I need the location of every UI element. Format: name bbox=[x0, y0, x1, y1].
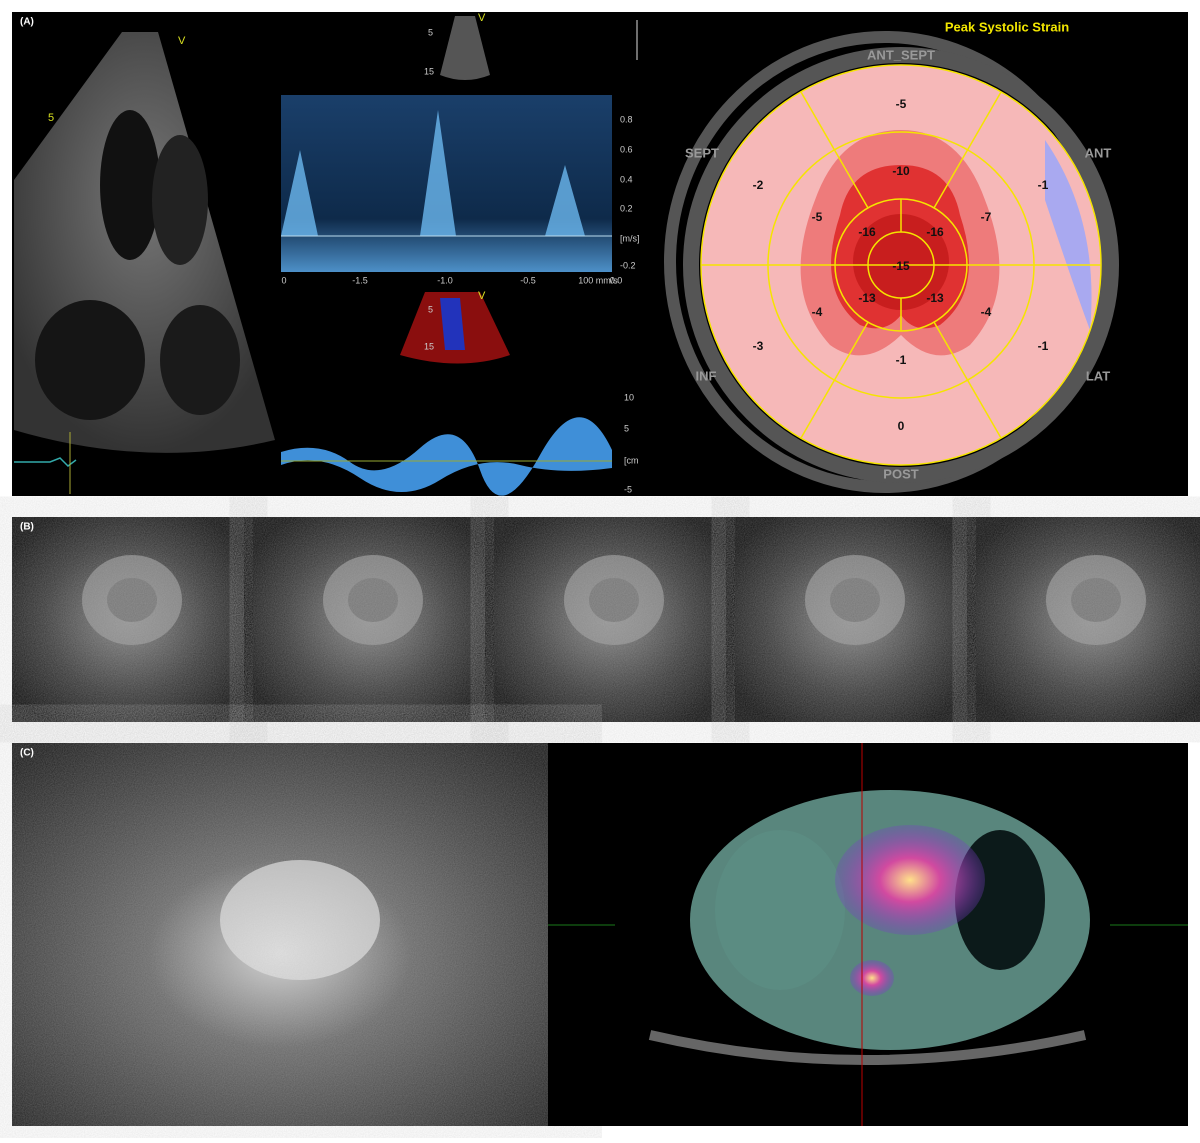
color-thumb-depth: 5 bbox=[428, 304, 433, 314]
mri-noise bbox=[253, 517, 485, 722]
echo-chamber bbox=[100, 110, 160, 260]
color-thumb-flow bbox=[440, 298, 465, 350]
doppler-x-tick: -1.0 bbox=[437, 275, 453, 285]
doppler-y-tick: 0.4 bbox=[620, 174, 633, 184]
strain-value: -2 bbox=[753, 178, 764, 192]
strain-value: -13 bbox=[858, 291, 876, 305]
echo-chamber bbox=[35, 300, 145, 420]
strain-value: -15 bbox=[892, 259, 910, 273]
doppler-y-tick: -0.2 bbox=[620, 260, 636, 270]
wall-label: SEPT bbox=[685, 145, 719, 160]
doppler-y-tick: 0.2 bbox=[620, 203, 633, 213]
doppler-x-tick: 0 bbox=[281, 275, 286, 285]
mri-noise bbox=[494, 517, 726, 722]
thumb-view: V bbox=[478, 12, 486, 24]
panel-label: (B) bbox=[20, 522, 34, 533]
heart-uptake bbox=[835, 825, 985, 935]
table bbox=[648, 1030, 1087, 1065]
doppler-x-tick: -1.5 bbox=[352, 275, 368, 285]
color-thumb-depth: 15 bbox=[424, 341, 434, 351]
doppler-x-tick: 100 mm/s bbox=[578, 275, 618, 285]
panel-label: (A) bbox=[20, 17, 34, 28]
strain-value: -5 bbox=[896, 97, 907, 111]
echo-view: V bbox=[178, 35, 186, 47]
strain-value: -1 bbox=[896, 353, 907, 367]
color-thumb-view: V bbox=[478, 290, 486, 302]
echo-chamber bbox=[152, 135, 208, 265]
ecg-trace bbox=[14, 457, 77, 467]
mri-noise bbox=[976, 517, 1200, 722]
mri-noise bbox=[735, 517, 967, 722]
strain-value: -13 bbox=[926, 291, 944, 305]
doppler-y-tick: 0.6 bbox=[620, 144, 633, 154]
wall-label: ANT_SEPT bbox=[867, 47, 935, 62]
tissue-doppler-trace bbox=[281, 417, 612, 496]
strain-value: -4 bbox=[812, 305, 823, 319]
image-noise bbox=[12, 743, 548, 1126]
doppler-y-tick: 0.8 bbox=[620, 114, 633, 124]
strain-value: -16 bbox=[858, 225, 876, 239]
strain-value: -16 bbox=[926, 225, 944, 239]
panel-label: (C) bbox=[20, 748, 34, 759]
strain-value: -5 bbox=[812, 210, 823, 224]
strain-value: -1 bbox=[1038, 339, 1049, 353]
doppler-x-tick: 0.0 bbox=[610, 275, 623, 285]
doppler-y-tick: [m/s] bbox=[620, 233, 640, 243]
wall-label: ANT bbox=[1085, 145, 1112, 160]
panel-c: (C) bbox=[12, 743, 1188, 1126]
mri-noise bbox=[12, 517, 244, 722]
thumb-depth: 15 bbox=[424, 66, 434, 76]
panel-b: (B) bbox=[12, 517, 1200, 722]
tissue-y-tick: 5 bbox=[624, 423, 629, 433]
liver bbox=[715, 830, 845, 990]
tissue-y-tick: 10 bbox=[624, 392, 634, 402]
wall-label: LAT bbox=[1086, 368, 1110, 383]
thumb-image bbox=[440, 16, 490, 80]
bullseye-shade bbox=[1045, 140, 1092, 330]
wall-label: POST bbox=[883, 466, 918, 481]
echo-chamber bbox=[160, 305, 240, 415]
panel-a: (A) 5 V V 5 15 0.8 0.6 0.4 0.2 [m/s] -0.2 0 -1.… bbox=[12, 12, 1188, 496]
wall-label: INF bbox=[696, 368, 717, 383]
strain-value: -4 bbox=[981, 305, 992, 319]
spine-uptake bbox=[850, 960, 894, 996]
strain-value: -10 bbox=[892, 164, 910, 178]
doppler-x-tick: -0.5 bbox=[520, 275, 536, 285]
thumb-depth: 5 bbox=[428, 27, 433, 37]
echo-depth: 5 bbox=[48, 112, 54, 124]
strain-value: 0 bbox=[898, 419, 905, 433]
doppler-peaks bbox=[281, 110, 585, 236]
strain-value: -3 bbox=[753, 339, 764, 353]
tissue-y-tick: -5 bbox=[624, 484, 632, 494]
bullseye-grid bbox=[700, 64, 1102, 466]
tissue-y-tick: [cm bbox=[624, 455, 639, 465]
bullseye-shade bbox=[853, 214, 949, 310]
strain-value: -7 bbox=[981, 210, 992, 224]
strain-value: -1 bbox=[1038, 178, 1049, 192]
bullseye-frame bbox=[683, 47, 1119, 483]
bullseye-title: Peak Systolic Strain bbox=[945, 19, 1069, 34]
